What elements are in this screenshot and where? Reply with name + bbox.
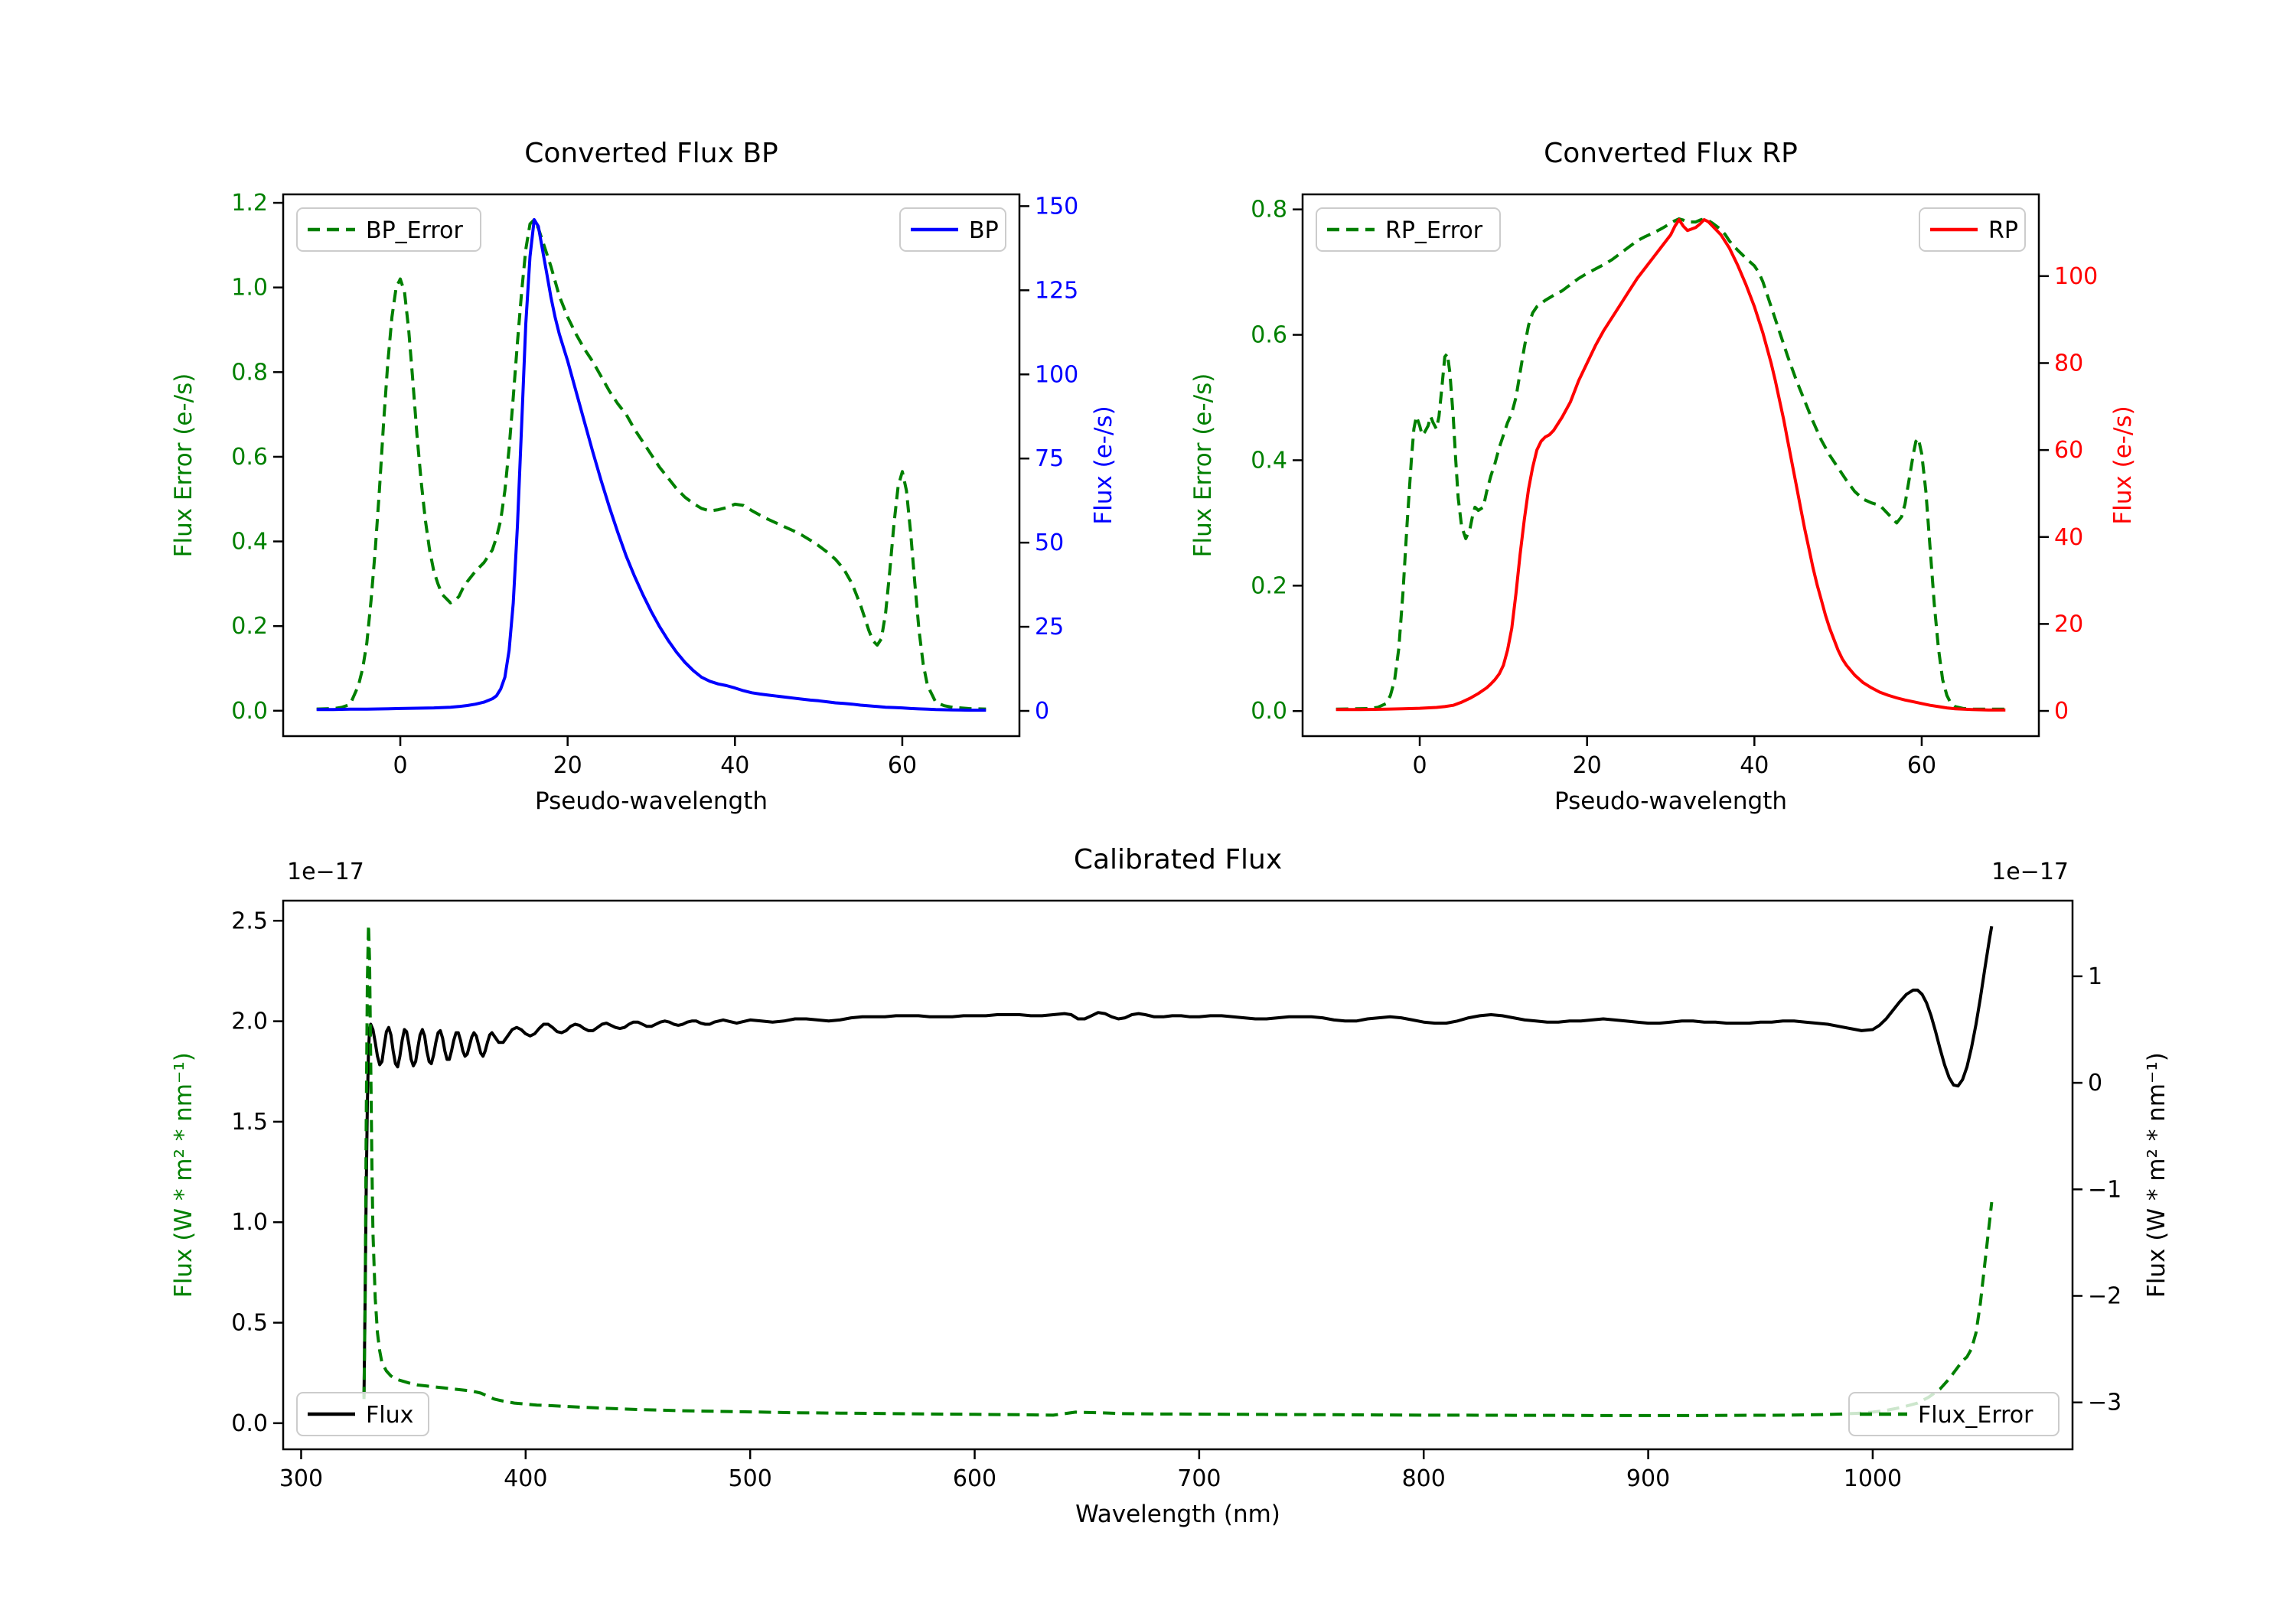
series-line-RP bbox=[1336, 218, 2006, 712]
legend-label: BP bbox=[969, 217, 999, 244]
legend-label: BP_Error bbox=[366, 217, 463, 244]
legend-box bbox=[1848, 1392, 2060, 1436]
legend-label: Flux bbox=[366, 1402, 413, 1429]
y-right-tick-label: 125 bbox=[1035, 277, 1078, 304]
y-left-tick-label: 2.5 bbox=[231, 908, 268, 934]
legend-label: RP bbox=[1988, 217, 2018, 244]
y-left-tick-label: 1.2 bbox=[231, 190, 268, 217]
x-tick-label: 0 bbox=[1412, 752, 1427, 779]
y-right-axis-label: Flux (e-/s) bbox=[2109, 406, 2137, 524]
y-left-tick-label: 1.5 bbox=[231, 1109, 268, 1136]
x-tick-label: 900 bbox=[1626, 1465, 1670, 1492]
series-line-RP_Error bbox=[1336, 217, 2006, 711]
y-right-tick-label: 50 bbox=[1035, 530, 1064, 556]
y-right-tick-label: 80 bbox=[2054, 350, 2083, 376]
y-left-axis-label: Flux Error (e-/s) bbox=[170, 373, 197, 558]
series-line-Flux bbox=[362, 926, 1994, 1397]
x-axis-label: Pseudo-wavelength bbox=[1554, 787, 1787, 815]
chart-cal: 300 400 500 600 700 800 900 1000 Wavelength (nm)… bbox=[170, 844, 2170, 1528]
y-left-tick-label: 0.0 bbox=[231, 698, 268, 725]
y-right-axis-label: Flux (W * m² * nm⁻¹) bbox=[2143, 1052, 2170, 1298]
y-right-tick-label: 1 bbox=[2088, 963, 2102, 990]
chart-title: Converted Flux BP bbox=[524, 138, 778, 169]
series-line-BP bbox=[316, 218, 987, 712]
axes-spines bbox=[282, 193, 1021, 738]
x-tick-label: 600 bbox=[953, 1465, 996, 1492]
chart-title: Calibrated Flux bbox=[1074, 844, 1282, 875]
axes-spines bbox=[282, 899, 2074, 1451]
series-group bbox=[362, 923, 1994, 1417]
x-tick-label: 500 bbox=[729, 1465, 772, 1492]
x-tick-label: 400 bbox=[504, 1465, 547, 1492]
y-left-tick-label: 0.6 bbox=[231, 444, 268, 471]
y-right-tick-label: 40 bbox=[2054, 524, 2083, 551]
legend-Flux_Error: Flux_Error bbox=[1848, 1392, 2060, 1436]
x-axis-label: Pseudo-wavelength bbox=[535, 787, 768, 815]
y-right-tick-label: 100 bbox=[1035, 361, 1078, 388]
y-left-tick-label: 0.2 bbox=[1251, 572, 1287, 599]
y-right-tick-label: 60 bbox=[2054, 437, 2083, 464]
y-left-tick-label: 0.0 bbox=[1251, 698, 1287, 725]
y-left-tick-label: 0.8 bbox=[231, 359, 268, 386]
x-tick-label: 20 bbox=[553, 752, 582, 779]
legend-box bbox=[296, 1392, 429, 1436]
y-right-tick-label: 0 bbox=[2088, 1070, 2102, 1097]
y-right-axis-label: Flux (e-/s) bbox=[1090, 406, 1117, 524]
series-line-BP_Error bbox=[316, 218, 987, 711]
y-left-axis-label: Flux Error (e-/s) bbox=[1189, 373, 1217, 558]
axes-spines bbox=[1301, 193, 2040, 738]
series-group bbox=[316, 218, 987, 712]
legend-label: RP_Error bbox=[1385, 217, 1483, 244]
y-right-tick-label: −3 bbox=[2088, 1390, 2122, 1416]
y-left-tick-label: 1.0 bbox=[231, 275, 268, 301]
chart-title: Converted Flux RP bbox=[1544, 138, 1798, 169]
y-right-tick-label: −1 bbox=[2088, 1176, 2122, 1203]
series-line-Flux_Error bbox=[362, 923, 1994, 1417]
x-tick-label: 60 bbox=[888, 752, 917, 779]
x-tick-label: 1000 bbox=[1844, 1465, 1902, 1492]
y-right-offset-text: 1e−17 bbox=[1991, 859, 2069, 885]
y-right-tick-label: 25 bbox=[1035, 614, 1064, 640]
y-left-tick-label: 0.0 bbox=[231, 1410, 268, 1437]
legend-box bbox=[296, 207, 481, 252]
y-left-tick-label: 0.8 bbox=[1251, 197, 1287, 223]
legend-Flux: Flux bbox=[296, 1392, 429, 1436]
y-right-tick-label: 20 bbox=[2054, 611, 2083, 637]
y-left-offset-text: 1e−17 bbox=[287, 859, 364, 885]
x-tick-label: 0 bbox=[393, 752, 407, 779]
y-left-tick-label: 0.2 bbox=[231, 613, 268, 640]
x-tick-label: 800 bbox=[1402, 1465, 1446, 1492]
y-left-axis-label: Flux (W * m² * nm⁻¹) bbox=[170, 1052, 197, 1298]
y-right-tick-label: 0 bbox=[2054, 698, 2069, 725]
y-right-tick-label: 75 bbox=[1035, 445, 1064, 472]
chart-bp: 0 20 40 60 Pseudo-wavelength 0.0 0.2 0.4 0.6 0.8 1… bbox=[170, 138, 1117, 815]
legend-box bbox=[1316, 207, 1501, 252]
y-right-tick-label: 150 bbox=[1035, 193, 1078, 220]
y-right-tick-label: −2 bbox=[2088, 1283, 2122, 1310]
y-left-tick-label: 0.4 bbox=[1251, 447, 1287, 474]
legend-RP: RP bbox=[1919, 207, 2026, 252]
x-tick-label: 40 bbox=[720, 752, 749, 779]
series-group bbox=[1336, 217, 2006, 712]
chart-rp: 0 20 40 60 Pseudo-wavelength 0.0 0.2 0.4 0.6 0.8 F… bbox=[1189, 138, 2137, 815]
y-right-tick-label: 100 bbox=[2054, 263, 2098, 290]
y-left-tick-label: 0.6 bbox=[1251, 322, 1287, 349]
x-axis-label: Wavelength (nm) bbox=[1075, 1501, 1280, 1528]
x-tick-label: 20 bbox=[1573, 752, 1602, 779]
y-right-tick-label: 0 bbox=[1035, 698, 1049, 725]
x-tick-label: 40 bbox=[1740, 752, 1769, 779]
legend-BP_Error: BP_Error bbox=[296, 207, 481, 252]
legend-RP_Error: RP_Error bbox=[1316, 207, 1501, 252]
x-tick-label: 60 bbox=[1907, 752, 1936, 779]
y-left-tick-label: 0.5 bbox=[231, 1310, 268, 1337]
y-left-tick-label: 0.4 bbox=[231, 529, 268, 556]
y-left-tick-label: 2.0 bbox=[231, 1009, 268, 1035]
x-tick-label: 700 bbox=[1177, 1465, 1221, 1492]
x-tick-label: 300 bbox=[279, 1465, 323, 1492]
legend-BP: BP bbox=[899, 207, 1006, 252]
y-left-tick-label: 1.0 bbox=[231, 1209, 268, 1236]
legend-label: Flux_Error bbox=[1918, 1402, 2033, 1429]
